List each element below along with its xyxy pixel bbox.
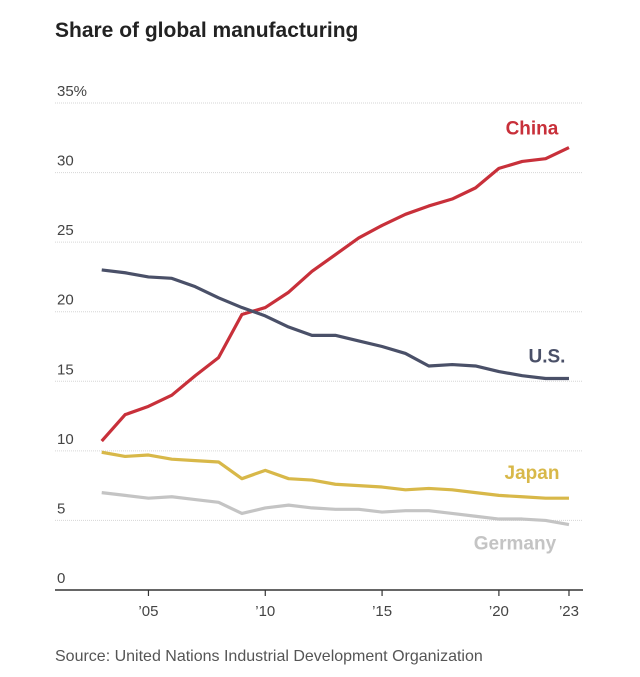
- series-label: China: [506, 119, 559, 140]
- series-label: U.S.: [529, 347, 566, 368]
- x-tick-label: ’20: [489, 603, 509, 620]
- y-tick-label: 35%: [57, 83, 87, 100]
- y-tick-label: 25: [57, 222, 74, 239]
- x-tick-label: ’23: [559, 603, 579, 620]
- x-tick-label: ’15: [372, 603, 392, 620]
- series-line: [100, 146, 570, 443]
- series-line: [101, 491, 570, 527]
- source-note: Source: United Nations Industrial Develo…: [55, 648, 483, 665]
- x-tick-label: ’10: [255, 603, 275, 620]
- series-label: Germany: [474, 534, 557, 555]
- y-tick-label: 15: [57, 361, 74, 378]
- series-line: [101, 268, 569, 381]
- series-line: [101, 450, 569, 500]
- y-tick-label: 0: [57, 570, 65, 587]
- y-tick-label: 5: [57, 500, 65, 517]
- y-tick-label: 10: [57, 431, 74, 448]
- x-tick-label: ’05: [138, 603, 158, 620]
- y-tick-label: 20: [57, 292, 74, 309]
- y-tick-label: 30: [57, 153, 74, 170]
- chart-title: Share of global manufacturing: [55, 19, 358, 42]
- series-label: Japan: [505, 463, 560, 484]
